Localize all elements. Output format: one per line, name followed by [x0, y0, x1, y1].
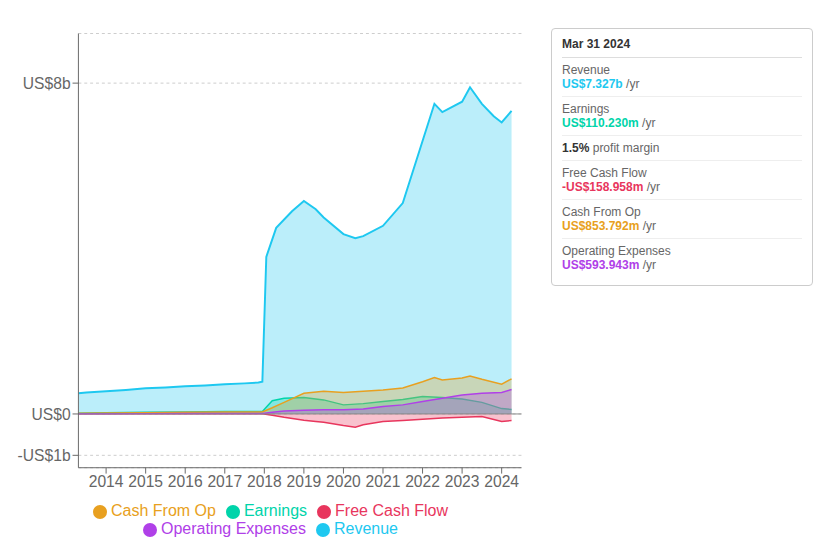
- svg-text:US$8b: US$8b: [23, 75, 71, 92]
- html-text:Earnings: Earnings: [562, 102, 610, 116]
- svg-text:2020: 2020: [326, 473, 361, 490]
- html-text:US$853.792m /yr: US$853.792m /yr: [562, 219, 657, 233]
- html-text:US$110.230m /yr: US$110.230m /yr: [562, 116, 656, 130]
- svg-text:US$0: US$0: [31, 406, 70, 423]
- html-text:Free Cash Flow: Free Cash Flow: [562, 166, 647, 180]
- svg-text:2021: 2021: [366, 473, 401, 490]
- svg-text:2022: 2022: [405, 473, 440, 490]
- html-text:Operating Expenses: Operating Expenses: [562, 244, 671, 258]
- svg-text:2015: 2015: [128, 473, 163, 490]
- html-text:Cash From Op: Cash From Op: [111, 502, 216, 519]
- html-text:Mar 31 2024: Mar 31 2024: [562, 37, 631, 51]
- svg-text:2023: 2023: [445, 473, 480, 490]
- svg-text:2014: 2014: [89, 473, 124, 490]
- svg-text:2016: 2016: [168, 473, 203, 490]
- html-text:Revenue: Revenue: [334, 520, 398, 537]
- html-text:Free Cash Flow: Free Cash Flow: [335, 502, 448, 519]
- svg-text:2019: 2019: [287, 473, 322, 490]
- svg-text:2018: 2018: [247, 473, 282, 490]
- html-text:US$7.327b /yr: US$7.327b /yr: [562, 77, 640, 91]
- html-text:Revenue: Revenue: [562, 63, 610, 77]
- html-text:Cash From Op: Cash From Op: [562, 205, 641, 219]
- html-text:US$593.943m /yr: US$593.943m /yr: [562, 258, 657, 272]
- html-text:-US$158.958m /yr: -US$158.958m /yr: [562, 180, 661, 194]
- html-text:Earnings: Earnings: [243, 502, 308, 519]
- html-text:Operating Expenses: Operating Expenses: [161, 520, 306, 537]
- svg-text:-US$1b: -US$1b: [18, 447, 71, 464]
- html-text:1.5% profit margin: 1.5% profit margin: [562, 141, 660, 155]
- svg-text:2017: 2017: [207, 473, 242, 490]
- svg-text:2024: 2024: [484, 473, 519, 490]
